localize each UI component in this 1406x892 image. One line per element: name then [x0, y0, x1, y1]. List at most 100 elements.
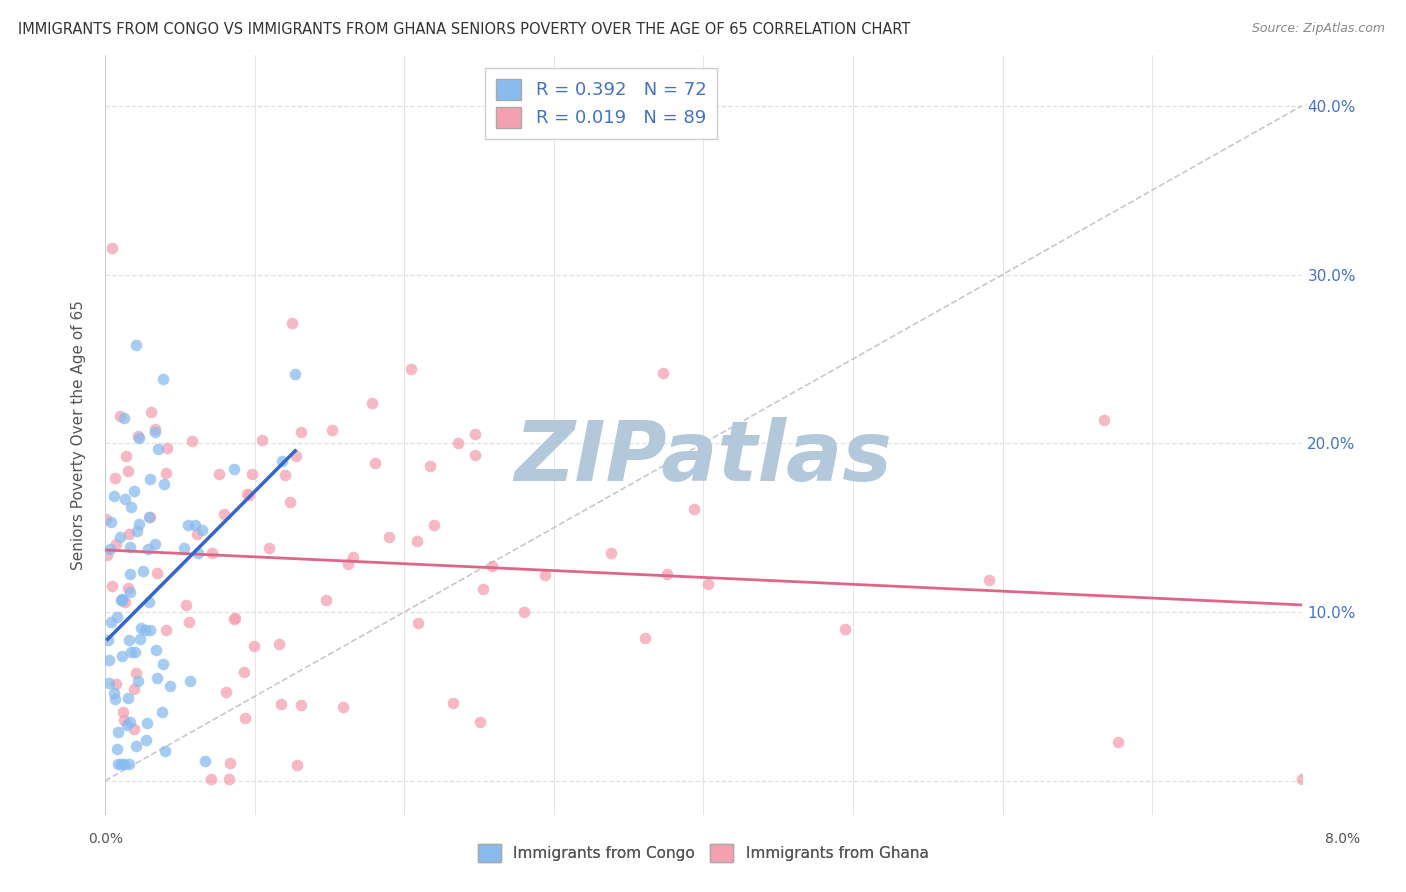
Point [145, 422, 167, 436]
Point [120, 714, 142, 729]
Point [152, 477, 174, 491]
Point [146, 566, 169, 581]
Point [118, 527, 141, 541]
Point [107, 724, 129, 739]
Point [243, 639, 266, 653]
Point [114, 491, 136, 506]
Point [127, 674, 149, 689]
Point [441, 696, 464, 710]
Point [111, 593, 134, 607]
Point [103, 686, 125, 700]
Point [271, 454, 294, 468]
Point [200, 772, 222, 786]
Point [405, 533, 427, 548]
Point [342, 550, 364, 565]
Point [125, 524, 148, 539]
Point [1092, 413, 1115, 427]
Point [150, 705, 173, 719]
Point [105, 537, 128, 551]
Point [401, 361, 423, 376]
Point [118, 633, 141, 648]
Point [481, 559, 503, 574]
Point [285, 757, 308, 772]
Point [534, 568, 557, 582]
Point [683, 502, 706, 516]
Point [110, 593, 132, 607]
Point [419, 458, 441, 473]
Point [118, 566, 141, 581]
Point [124, 739, 146, 754]
Point [136, 716, 159, 731]
Point [212, 507, 235, 521]
Point [111, 592, 134, 607]
Point [117, 718, 139, 732]
Point [238, 488, 260, 502]
Text: 8.0%: 8.0% [1326, 832, 1360, 846]
Point [464, 426, 486, 441]
Point [100, 578, 122, 592]
Point [148, 442, 170, 457]
Point [332, 699, 354, 714]
Point [468, 715, 491, 730]
Point [321, 423, 343, 437]
Point [110, 409, 132, 423]
Point [281, 317, 304, 331]
Point [108, 530, 131, 544]
Point [98, 653, 121, 667]
Point [179, 674, 201, 689]
Point [472, 582, 495, 597]
Point [103, 489, 125, 503]
Point [132, 564, 155, 578]
Point [129, 632, 152, 646]
Point [125, 666, 148, 681]
Point [173, 541, 195, 555]
Point [105, 609, 128, 624]
Point [1107, 735, 1129, 749]
Point [117, 581, 139, 595]
Text: 0.0%: 0.0% [89, 832, 122, 846]
Point [112, 756, 135, 771]
Point [138, 472, 160, 486]
Point [100, 615, 122, 629]
Point [118, 540, 141, 554]
Point [233, 665, 256, 679]
Point [215, 685, 238, 699]
Point [240, 467, 263, 482]
Point [107, 756, 129, 771]
Point [224, 612, 246, 626]
Point [112, 410, 135, 425]
Point [447, 435, 470, 450]
Y-axis label: Seniors Poverty Over the Age of 65: Seniors Poverty Over the Age of 65 [72, 300, 86, 570]
Point [201, 546, 224, 560]
Point [98, 541, 121, 556]
Point [599, 546, 621, 560]
Point [152, 372, 174, 386]
Point [274, 467, 297, 482]
Point [105, 742, 128, 756]
Point [101, 241, 124, 255]
Text: ZIPatlas: ZIPatlas [515, 417, 893, 498]
Point [177, 517, 200, 532]
Point [159, 679, 181, 693]
Text: Source: ZipAtlas.com: Source: ZipAtlas.com [1251, 22, 1385, 36]
Point [104, 471, 127, 485]
Point [139, 509, 162, 524]
Point [979, 573, 1001, 587]
Point [138, 509, 160, 524]
Point [218, 772, 240, 786]
Point [104, 692, 127, 706]
Point [97, 632, 120, 647]
Point [250, 433, 273, 447]
Point [145, 537, 167, 551]
Point [153, 744, 176, 758]
Point [97, 676, 120, 690]
Point [361, 396, 384, 410]
Text: IMMIGRANTS FROM CONGO VS IMMIGRANTS FROM GHANA SENIORS POVERTY OVER THE AGE OF 6: IMMIGRANTS FROM CONGO VS IMMIGRANTS FROM… [18, 22, 911, 37]
Point [152, 657, 174, 671]
Point [118, 585, 141, 599]
Point [120, 500, 142, 515]
Point [104, 676, 127, 690]
Point [657, 567, 679, 582]
Point [134, 623, 156, 637]
Point [513, 605, 536, 619]
